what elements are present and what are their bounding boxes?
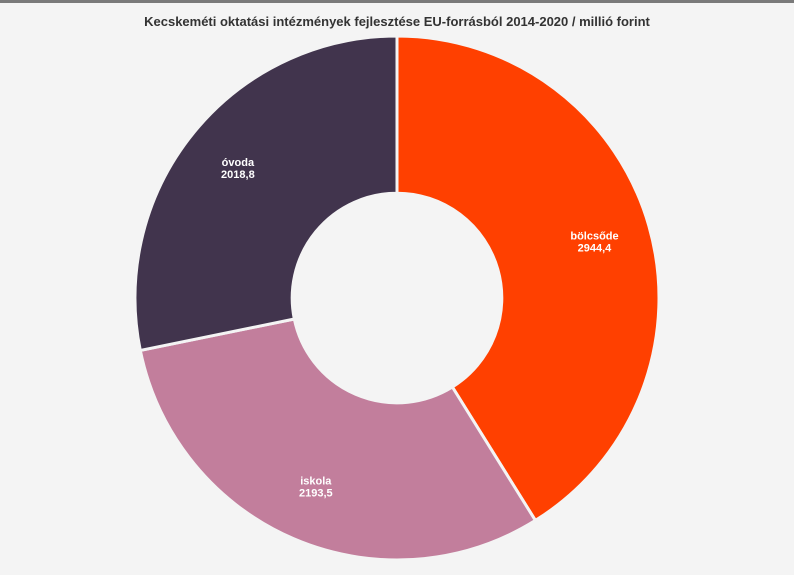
slice-0 xyxy=(395,34,661,522)
slice-label-0: bölcsőde 2944,4 xyxy=(570,231,618,255)
slice-label-2: óvoda 2018,8 xyxy=(221,157,255,181)
slice-1 xyxy=(138,317,537,562)
donut-labels: bölcsőde 2944,4 iskola 2193,5 óvoda 2018,8 xyxy=(221,157,619,500)
chart-title: Kecskeméti oktatási intézmények fejleszt… xyxy=(144,14,650,29)
slice-2 xyxy=(133,34,399,352)
top-rule xyxy=(0,0,794,3)
slice-label-1: iskola 2193,5 xyxy=(299,476,333,500)
donut-slices xyxy=(133,34,661,562)
